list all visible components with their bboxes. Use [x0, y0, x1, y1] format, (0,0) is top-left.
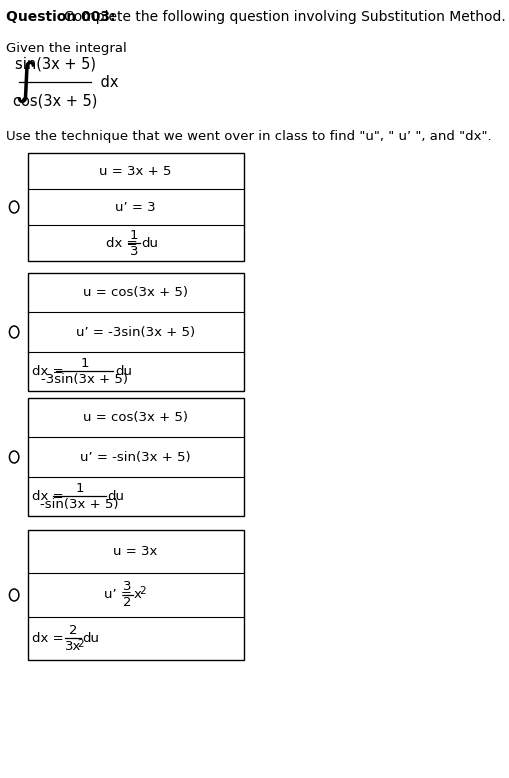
Bar [27, 398, 243, 516]
Text: 3: 3 [123, 580, 132, 594]
Text: u’ =: u’ = [104, 588, 136, 601]
Text: $\int$: $\int$ [14, 59, 36, 105]
Bar [27, 530, 243, 660]
Text: u = 3x: u = 3x [113, 545, 157, 558]
Text: sin(3x + 5): sin(3x + 5) [14, 56, 95, 71]
Text: cos(3x + 5): cos(3x + 5) [13, 93, 97, 108]
Text: dx =: dx = [32, 490, 68, 503]
Text: u’ = -3sin(3x + 5): u’ = -3sin(3x + 5) [76, 325, 195, 338]
Text: u = 3x + 5: u = 3x + 5 [99, 164, 172, 177]
Text: du: du [115, 365, 131, 378]
Text: u = cos(3x + 5): u = cos(3x + 5) [83, 411, 188, 424]
Text: 2: 2 [69, 624, 77, 637]
Text: dx =: dx = [32, 365, 68, 378]
Text: u’ = 3: u’ = 3 [115, 201, 156, 213]
Text: dx: dx [96, 75, 118, 89]
Text: Given the integral: Given the integral [6, 42, 127, 55]
Text: x: x [133, 588, 141, 601]
Text: dx =: dx = [105, 237, 142, 250]
Text: du: du [82, 632, 99, 645]
Text: 3x: 3x [65, 640, 81, 653]
Text: Question 003:: Question 003: [6, 10, 116, 24]
Text: 1: 1 [75, 482, 83, 495]
Text: Use the technique that we went over in class to find "u", " u’ ", and "dx".: Use the technique that we went over in c… [6, 130, 491, 143]
Text: 2: 2 [77, 640, 84, 650]
Text: 1: 1 [80, 357, 89, 370]
Text: -sin(3x + 5): -sin(3x + 5) [40, 498, 119, 511]
Bar [27, 273, 243, 391]
Text: u = cos(3x + 5): u = cos(3x + 5) [83, 286, 188, 300]
Text: 2: 2 [139, 586, 146, 596]
Text: du: du [141, 237, 158, 250]
Text: 2: 2 [123, 597, 132, 609]
Text: 3: 3 [129, 244, 138, 258]
Text: -3sin(3x + 5): -3sin(3x + 5) [41, 373, 128, 386]
Bar [27, 153, 243, 261]
Text: du: du [107, 490, 124, 503]
Text: dx =: dx = [32, 632, 68, 645]
Text: 1: 1 [129, 229, 138, 241]
Text: Complete the following question involving Substitution Method.: Complete the following question involvin… [64, 10, 504, 24]
Text: u’ = -sin(3x + 5): u’ = -sin(3x + 5) [80, 450, 190, 464]
